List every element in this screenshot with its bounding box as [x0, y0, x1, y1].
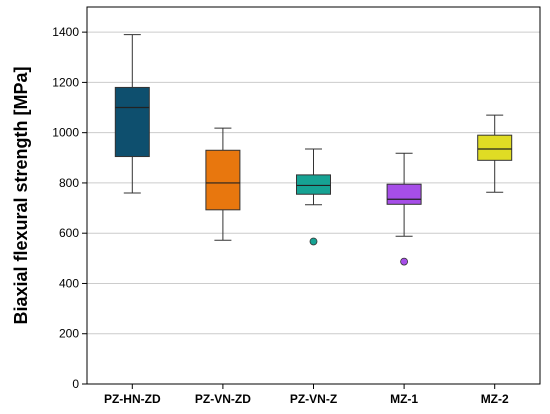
y-tick-label: 400 — [59, 276, 79, 290]
box-pz-hn-zd — [114, 34, 150, 194]
iqr-box — [296, 174, 331, 195]
outlier-point — [309, 237, 318, 246]
y-tick-label: 1000 — [52, 126, 79, 140]
box-pz-vn-z — [296, 148, 331, 246]
y-tick-label: 200 — [59, 327, 79, 341]
iqr-box — [477, 134, 513, 161]
x-tick-label: PZ-HN-ZD — [104, 392, 161, 406]
box-pz-vn-zd — [205, 127, 241, 241]
iqr-box — [205, 149, 241, 211]
x-tick-label: MZ-1 — [390, 392, 418, 406]
box-mz-1 — [386, 152, 422, 266]
y-tick-label: 800 — [59, 176, 79, 190]
x-tick-label: PZ-VN-ZD — [195, 392, 251, 406]
y-axis-title: Biaxial flexural strength [MPa] — [11, 66, 31, 324]
x-axis: PZ-HN-ZD PZ-VN-ZD PZ-VN-Z MZ-1 MZ-2 — [104, 384, 509, 406]
boxes — [114, 34, 513, 266]
iqr-box — [114, 86, 150, 158]
y-tick-label: 600 — [59, 226, 79, 240]
gridlines — [87, 31, 540, 335]
x-tick-label: MZ-2 — [481, 392, 509, 406]
y-tick-label: 0 — [72, 377, 79, 391]
y-axis: 0 200 400 600 800 1000 1200 1400 — [52, 25, 87, 391]
y-tick-label: 1400 — [52, 25, 79, 39]
outlier-point — [400, 257, 409, 266]
x-tick-label: PZ-VN-Z — [290, 392, 337, 406]
box-mz-2 — [477, 114, 513, 193]
y-tick-label: 1200 — [52, 75, 79, 89]
iqr-box — [386, 183, 422, 205]
